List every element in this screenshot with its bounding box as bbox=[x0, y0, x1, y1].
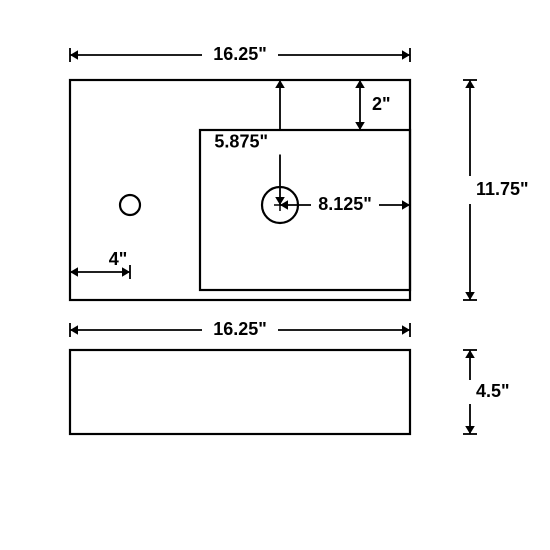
drawing-stroke bbox=[465, 350, 475, 358]
drawing-stroke bbox=[402, 50, 410, 60]
drawing-stroke bbox=[465, 292, 475, 300]
drawing-stroke bbox=[402, 200, 410, 210]
dim-drain-to-edge: 8.125" bbox=[318, 194, 372, 214]
drawing-stroke bbox=[465, 80, 475, 88]
drawing-stroke bbox=[275, 80, 285, 88]
faucet-hole bbox=[120, 195, 140, 215]
dim-faucet-offset: 4" bbox=[109, 249, 128, 269]
drawing-stroke bbox=[355, 122, 365, 130]
dim-basin-gap: 2" bbox=[372, 94, 391, 114]
dim-height-top: 11.75" bbox=[476, 179, 529, 199]
drawing-stroke bbox=[70, 50, 78, 60]
drawing-stroke bbox=[70, 267, 78, 277]
drawing-stroke bbox=[402, 325, 410, 335]
basin-rect bbox=[200, 130, 410, 290]
drawing-stroke bbox=[70, 325, 78, 335]
dim-width-top: 16.25" bbox=[213, 44, 267, 64]
technical-drawing: 16.25" 11.75" 2" 5.875" 8.125" 4" 16.25" 4.5" bbox=[0, 0, 550, 550]
dim-height-side: 4.5" bbox=[476, 381, 510, 401]
drawing-stroke bbox=[355, 80, 365, 88]
drawing-stroke bbox=[465, 426, 475, 434]
side-rect bbox=[70, 350, 410, 434]
dim-width-side: 16.25" bbox=[213, 319, 267, 339]
dim-drain-depth: 5.875" bbox=[214, 131, 268, 151]
